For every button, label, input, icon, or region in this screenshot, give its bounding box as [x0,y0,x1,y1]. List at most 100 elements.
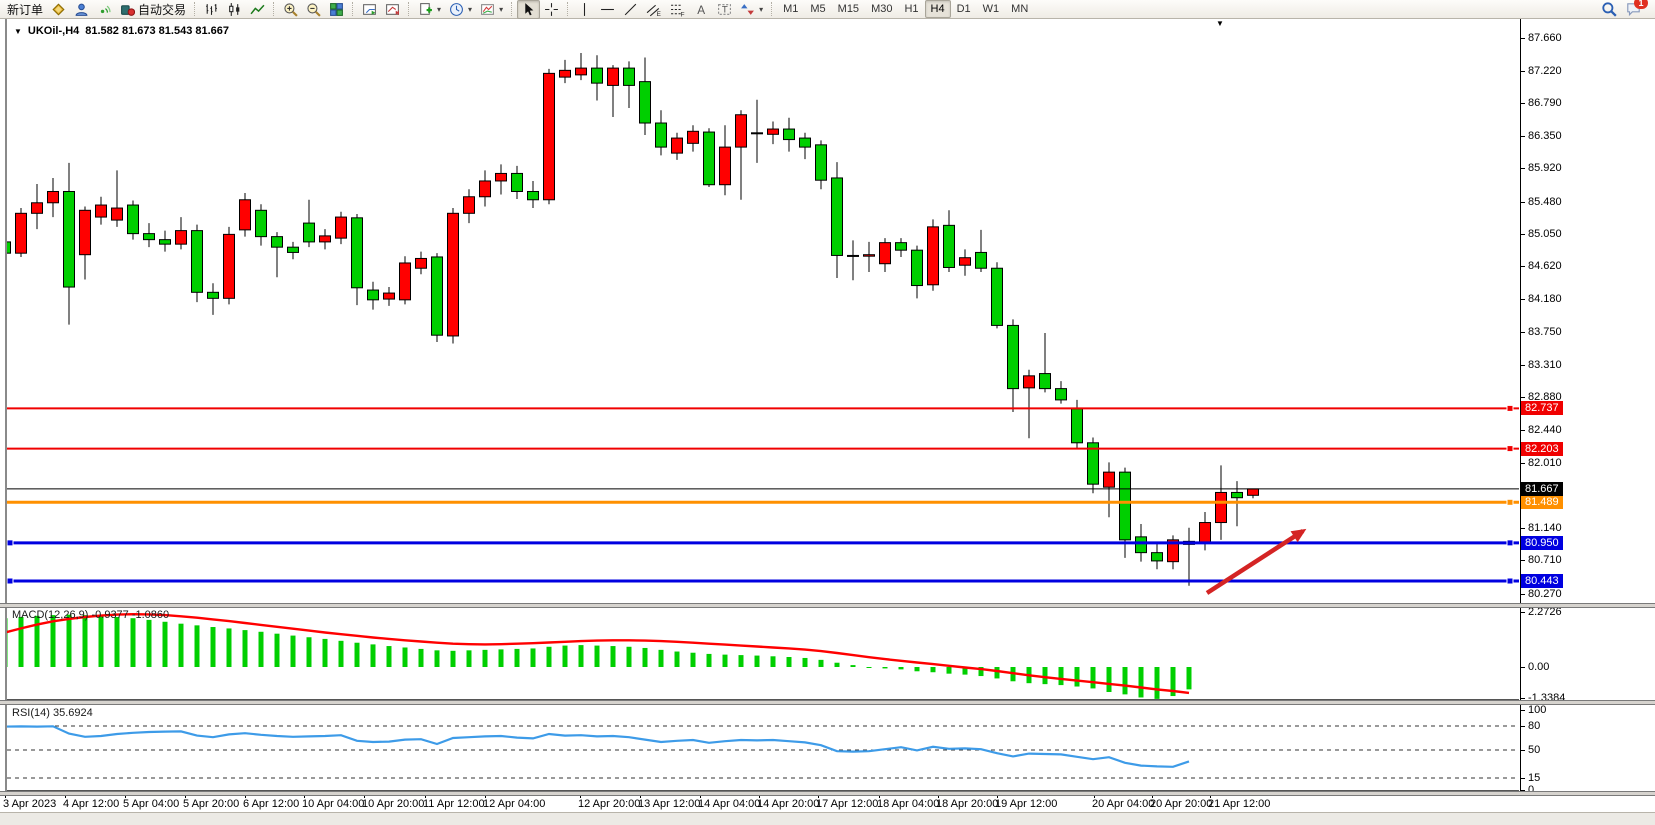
line-handle[interactable] [1506,577,1514,585]
chart-end-icon [386,3,399,15]
line-handle[interactable] [1506,539,1514,547]
line-handle[interactable] [1506,404,1514,412]
trend-arrow-shaft[interactable] [1205,529,1305,595]
price-line-badge: 80.443 [1521,574,1563,588]
bar-chart-button[interactable] [200,0,223,19]
time-tick-label: 14 Apr 04:00 [698,798,761,810]
rsi-tick-label: 15 [1528,771,1541,784]
chart-dropdown-icon[interactable]: ▼ [14,26,22,36]
line-handle[interactable] [7,577,14,585]
panel-separator[interactable] [0,700,1655,705]
notifications-button[interactable]: 1 [1625,0,1648,17]
candle-body [1199,522,1211,544]
rsi-panel[interactable] [7,705,1519,791]
chart-forward-icon [363,3,376,15]
line-handle[interactable] [1506,445,1514,453]
main-toolbar: 新订单 自动交易 ▾ ▾ [0,0,1655,19]
price-line-badge: 81.489 [1521,495,1563,510]
macd-histogram-bar [162,621,168,667]
text-tool-button[interactable]: A [690,0,713,19]
candle-body [47,190,59,204]
arrows-tool-button[interactable]: ▾ [736,0,767,19]
macd-panel[interactable] [7,607,1519,700]
new-chart-button[interactable]: ▾ [414,0,445,19]
zoom-out-button[interactable] [302,0,325,19]
candle-body [143,233,155,241]
label-tool-button[interactable]: T [713,0,736,19]
chart-forward-button[interactable] [358,0,381,19]
price-chart[interactable] [7,19,1519,604]
macd-histogram-bar [498,649,504,667]
time-tick-label: 12 Apr 04:00 [483,798,546,810]
timeframe-button-W1[interactable]: W1 [982,3,1000,15]
price-tick-mark [1521,266,1525,268]
window-left-frame [5,19,7,812]
trend-arrow-head[interactable] [1290,528,1307,543]
time-tick-mark [879,794,880,798]
price-axis[interactable]: 87.660 87.220 86.790 86.350 85.920 85.480 85.0… [1520,19,1655,796]
time-tick-label: 12 Apr 20:00 [578,798,641,810]
candle-body [319,235,331,243]
fibonacci-tool-button[interactable]: F [666,0,690,19]
zoom-in-button[interactable] [279,0,302,19]
profile-button[interactable] [70,0,93,19]
vertical-line-tool-button[interactable] [573,0,596,19]
indicators-button[interactable]: ▾ [476,0,507,19]
period-button[interactable]: ▾ [445,0,476,19]
candle-body [911,249,923,287]
candlestick-chart-button[interactable] [223,0,246,19]
time-axis[interactable]: 3 Apr 2023 4 Apr 12:00 5 Apr 04:00 5 Apr 20… [0,794,1655,812]
chart-shift-marker[interactable]: ▼ [1216,19,1224,28]
equidistant-channel-icon: E [646,4,661,17]
time-tick-mark [1152,794,1153,798]
candle-body [7,241,11,254]
candle-body [959,257,971,266]
candlestick-chart-icon [229,2,240,16]
macd-histogram-bar [786,657,792,667]
chart-ohlc-values: 81.582 81.673 81.543 81.667 [85,25,230,37]
signals-button[interactable] [93,0,116,19]
timeframe-button-H4[interactable]: H4 [924,0,951,18]
candle-body [559,69,571,78]
candle-body [1055,388,1067,401]
timeframe-button-M1[interactable]: M1 [783,3,799,15]
auto-trading-button[interactable]: 自动交易 [116,0,190,19]
candle-body [383,292,395,300]
candle-body [1071,408,1083,444]
line-handle[interactable] [7,539,14,547]
trendline-tool-button[interactable] [619,0,642,19]
panel-separator[interactable] [0,603,1655,608]
candle-body [15,212,27,254]
macd-histogram-bar [418,648,424,667]
horizontal-line-tool-button[interactable] [596,0,619,19]
cursor-tool-button[interactable] [517,0,541,19]
timeframe-button-H1[interactable]: H1 [904,3,919,15]
price-tick-mark [1521,233,1525,235]
new-order-button[interactable]: 新订单 [3,0,47,19]
price-tick-label: 84.620 [1528,260,1562,273]
macd-histogram-bar [50,615,56,667]
market-watch-button[interactable] [47,0,70,19]
timeframe-button-D1[interactable]: D1 [956,3,971,15]
timeframe-button-MN[interactable]: MN [1011,3,1029,15]
timeframe-button-M5[interactable]: M5 [810,3,826,15]
rsi-tick-mark [1521,749,1525,751]
toolbar-separator [408,2,410,16]
macd-tick-mark [1521,666,1525,668]
chart-end-button[interactable] [381,0,404,19]
channel-tool-button[interactable]: E [642,0,666,19]
crosshair-icon [545,2,559,16]
search-button[interactable] [1601,1,1617,17]
timeframe-button-M30[interactable]: M30 [871,3,893,15]
macd-values: -0.9377 -1.0860 [91,609,170,621]
crosshair-tool-button[interactable] [540,0,563,19]
time-tick-mark [364,794,365,798]
tile-windows-button[interactable] [325,0,348,19]
chart-symbol-period: UKOil-,H4 [27,25,80,37]
panel-separator [0,791,1655,796]
indicators-icon [481,3,494,15]
macd-histogram-bar [194,625,200,667]
timeframe-button-M15[interactable]: M15 [837,3,860,15]
line-handle[interactable] [1506,498,1514,506]
line-chart-button[interactable] [246,0,269,19]
